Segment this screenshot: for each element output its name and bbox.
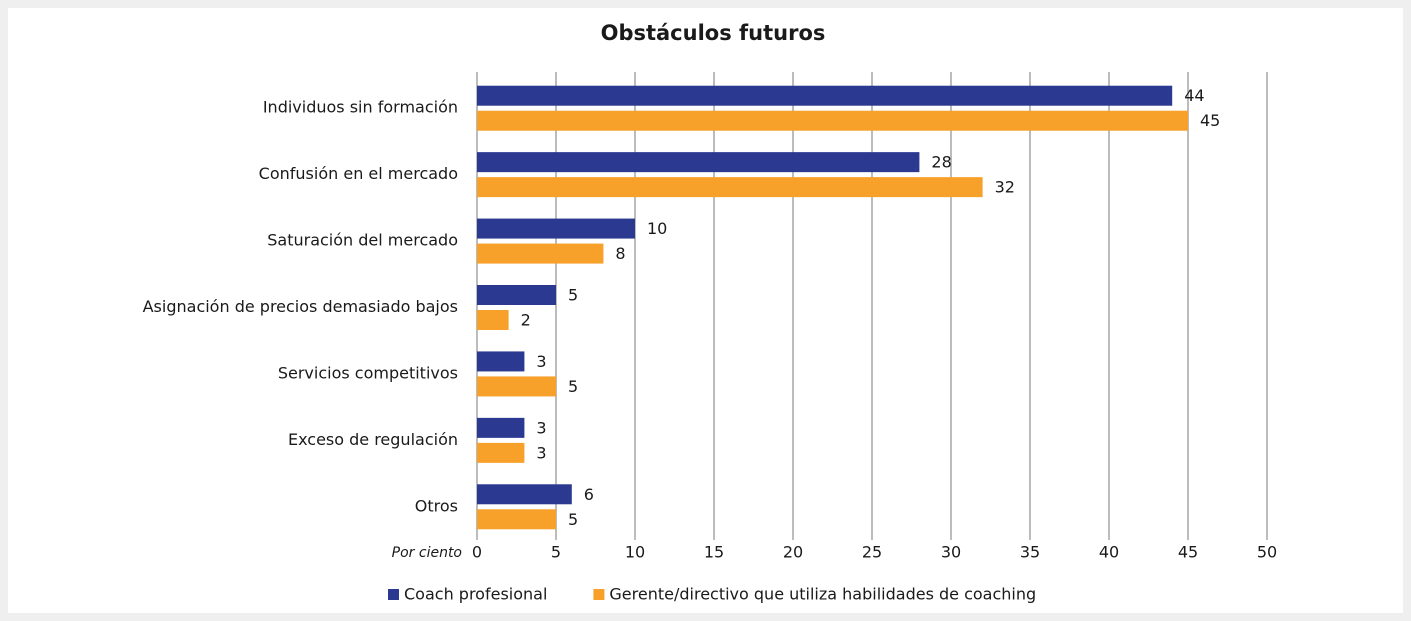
x-tick-label: 45 (1178, 543, 1198, 562)
y-tick-label: Saturación del mercado (267, 231, 458, 250)
data-label: 3 (536, 418, 546, 437)
data-label: 45 (1200, 111, 1220, 130)
data-label: 28 (931, 153, 951, 172)
bar (477, 509, 556, 530)
data-label: 3 (536, 352, 546, 371)
data-label: 2 (521, 311, 531, 330)
bar (477, 243, 604, 264)
bar (477, 484, 572, 505)
bar (477, 110, 1188, 131)
data-label: 6 (584, 485, 594, 504)
x-tick-label: 50 (1257, 543, 1277, 562)
y-tick-label: Asignación de precios demasiado bajos (143, 297, 458, 316)
bar (477, 376, 556, 397)
x-tick-label: 35 (1020, 543, 1040, 562)
bar (477, 310, 509, 330)
bar (477, 152, 920, 173)
data-label: 44 (1184, 86, 1204, 105)
y-tick-label: Servicios competitivos (278, 363, 458, 382)
x-tick-label: 15 (704, 543, 724, 562)
bar (477, 442, 525, 463)
data-label: 5 (568, 377, 578, 396)
x-tick-label: 30 (941, 543, 961, 562)
legend-swatch (388, 589, 399, 600)
bar (477, 177, 983, 198)
x-tick-label: 0 (472, 543, 482, 562)
bar (477, 218, 635, 239)
bar (477, 417, 525, 438)
bar (477, 85, 1173, 106)
bar (477, 351, 525, 372)
data-label: 32 (995, 178, 1015, 197)
data-label: 8 (615, 244, 625, 263)
x-tick-label: 10 (625, 543, 645, 562)
y-tick-label: Confusión en el mercado (259, 164, 458, 183)
y-tick-label: Individuos sin formación (263, 98, 458, 117)
legend-label: Coach profesional (404, 585, 547, 604)
bar (477, 285, 556, 305)
legend-label: Gerente/directivo que utiliza habilidade… (609, 585, 1036, 604)
legend-swatch (593, 589, 605, 600)
x-tick-label: 5 (551, 543, 561, 562)
x-tick-label: 40 (1099, 543, 1119, 562)
data-label: 10 (647, 219, 667, 238)
data-label: 5 (568, 286, 578, 305)
y-tick-label: Otros (415, 496, 458, 515)
chart-title: Obstáculos futuros (601, 21, 826, 45)
chart-panel (8, 8, 1403, 613)
y-tick-label: Exceso de regulación (288, 430, 458, 449)
data-label: 5 (568, 510, 578, 529)
x-tick-label: 20 (783, 543, 803, 562)
x-tick-label: 25 (862, 543, 882, 562)
data-label: 3 (536, 443, 546, 462)
x-axis-label: Por ciento (392, 545, 462, 561)
